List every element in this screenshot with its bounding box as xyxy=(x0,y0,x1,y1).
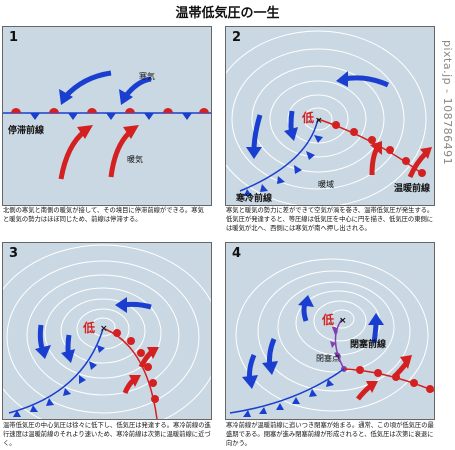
arrowhead xyxy=(242,375,258,389)
cold-air-arrow xyxy=(251,114,263,152)
warm-air-arrow xyxy=(58,129,87,180)
panel-3: × 3 低 xyxy=(2,242,212,420)
cold-front-symbols xyxy=(243,379,334,417)
panel-2: × 2 低 寒冷前線 暖域 温暖前線 xyxy=(225,26,435,206)
warm-air-arrowhead xyxy=(123,125,139,139)
panel-number: 3 xyxy=(9,246,19,261)
arrowhead xyxy=(336,71,348,87)
warm-front-symbols xyxy=(11,108,209,113)
panel-number: 1 xyxy=(9,30,19,45)
low-center-mark: × xyxy=(100,324,108,334)
arrowhead xyxy=(61,349,75,363)
low-pressure-label: 低 xyxy=(302,111,315,125)
cold-air-arrowhead xyxy=(119,89,133,105)
arrowhead xyxy=(366,381,378,393)
warm-front-symbols xyxy=(332,121,426,177)
panel-number: 2 xyxy=(232,30,242,45)
warm-front-symbols xyxy=(356,366,434,393)
warm-air-label: 暖気 xyxy=(127,155,143,164)
cold-front-label: 寒冷前線 xyxy=(236,194,273,204)
arrowhead xyxy=(35,345,51,359)
cold-front-symbols xyxy=(30,113,192,120)
panel-4-caption: 寒冷前線が温暖前線に追いつき閉塞が始まる。通常、この頃が低気圧の最盛期である。閉… xyxy=(226,422,434,447)
low-pressure-label: 低 xyxy=(83,321,96,335)
panel-4-diagram: × xyxy=(229,258,434,417)
occlusion-point-label: 閉塞点 xyxy=(316,354,340,363)
cold-air-arrow xyxy=(343,75,390,88)
low-center-mark: × xyxy=(339,316,347,326)
arrowhead xyxy=(368,313,384,325)
arrowhead xyxy=(262,361,278,375)
arrowhead xyxy=(284,127,298,141)
panel-3-caption: 温帯低気圧の中心気圧は徐々に低下し、低気圧は発達する。寒冷前線の進行速度は温暖前… xyxy=(3,422,211,447)
cold-air-arrow xyxy=(122,301,152,310)
warm-air-arrowhead xyxy=(77,125,93,139)
panel-3-diagram: × xyxy=(3,244,211,419)
panel-1: 1 寒気 停滞前線 暖気 xyxy=(2,26,212,206)
warm-front-symbols xyxy=(113,329,159,403)
panel-1-diagram xyxy=(3,70,211,180)
isobars xyxy=(3,244,211,419)
occluded-front-line xyxy=(334,318,345,370)
page-title: 温帯低気圧の一生 xyxy=(175,6,280,21)
arrowhead xyxy=(246,147,262,159)
cold-front-line xyxy=(8,328,104,414)
arrowhead xyxy=(370,141,382,155)
cold-front-symbols xyxy=(13,345,105,417)
arrowhead xyxy=(298,295,314,307)
panel-2-diagram: × xyxy=(226,30,432,205)
warm-air-arrow xyxy=(407,151,428,179)
cold-air-arrowhead xyxy=(59,89,73,105)
cold-air-arrow xyxy=(63,70,112,99)
stationary-front-label: 停滞前線 xyxy=(8,126,45,136)
arrowhead xyxy=(147,347,159,359)
arrowhead xyxy=(420,147,432,159)
panel-1-caption: 北側の寒気と南側の暖気が接して、その境目に停滞前線ができる。寒気と暖気の勢力はほ… xyxy=(3,207,204,223)
low-center-mark: × xyxy=(315,116,323,126)
isobars xyxy=(235,258,429,412)
cold-front-line xyxy=(239,118,319,192)
cold-front-line xyxy=(229,368,345,414)
warm-sector-label: 暖域 xyxy=(318,180,334,189)
occluded-front-symbols xyxy=(330,326,341,360)
cold-front-symbols xyxy=(244,135,323,196)
occluded-front-label: 閉塞前線 xyxy=(350,340,387,350)
panel-4: × 4 低 閉塞前線 閉塞点 xyxy=(225,242,435,420)
warm-air-arrow xyxy=(369,145,381,176)
watermark: pixta.jp - 108786491 xyxy=(441,40,454,166)
panel-2-caption: 寒気と暖気の勢力に差ができて空気が渦を巻き、温帯低気圧が発生する。低気圧が発達す… xyxy=(226,207,434,232)
warm-front-line xyxy=(343,368,434,392)
arrowhead xyxy=(400,355,412,369)
low-pressure-label: 低 xyxy=(322,313,335,327)
warm-front-label: 温暖前線 xyxy=(394,184,431,194)
arrowhead xyxy=(129,375,141,387)
cold-air-label: 寒気 xyxy=(139,72,155,81)
panel-number: 4 xyxy=(232,246,242,261)
arrowhead xyxy=(115,297,127,313)
isobars xyxy=(226,30,427,205)
